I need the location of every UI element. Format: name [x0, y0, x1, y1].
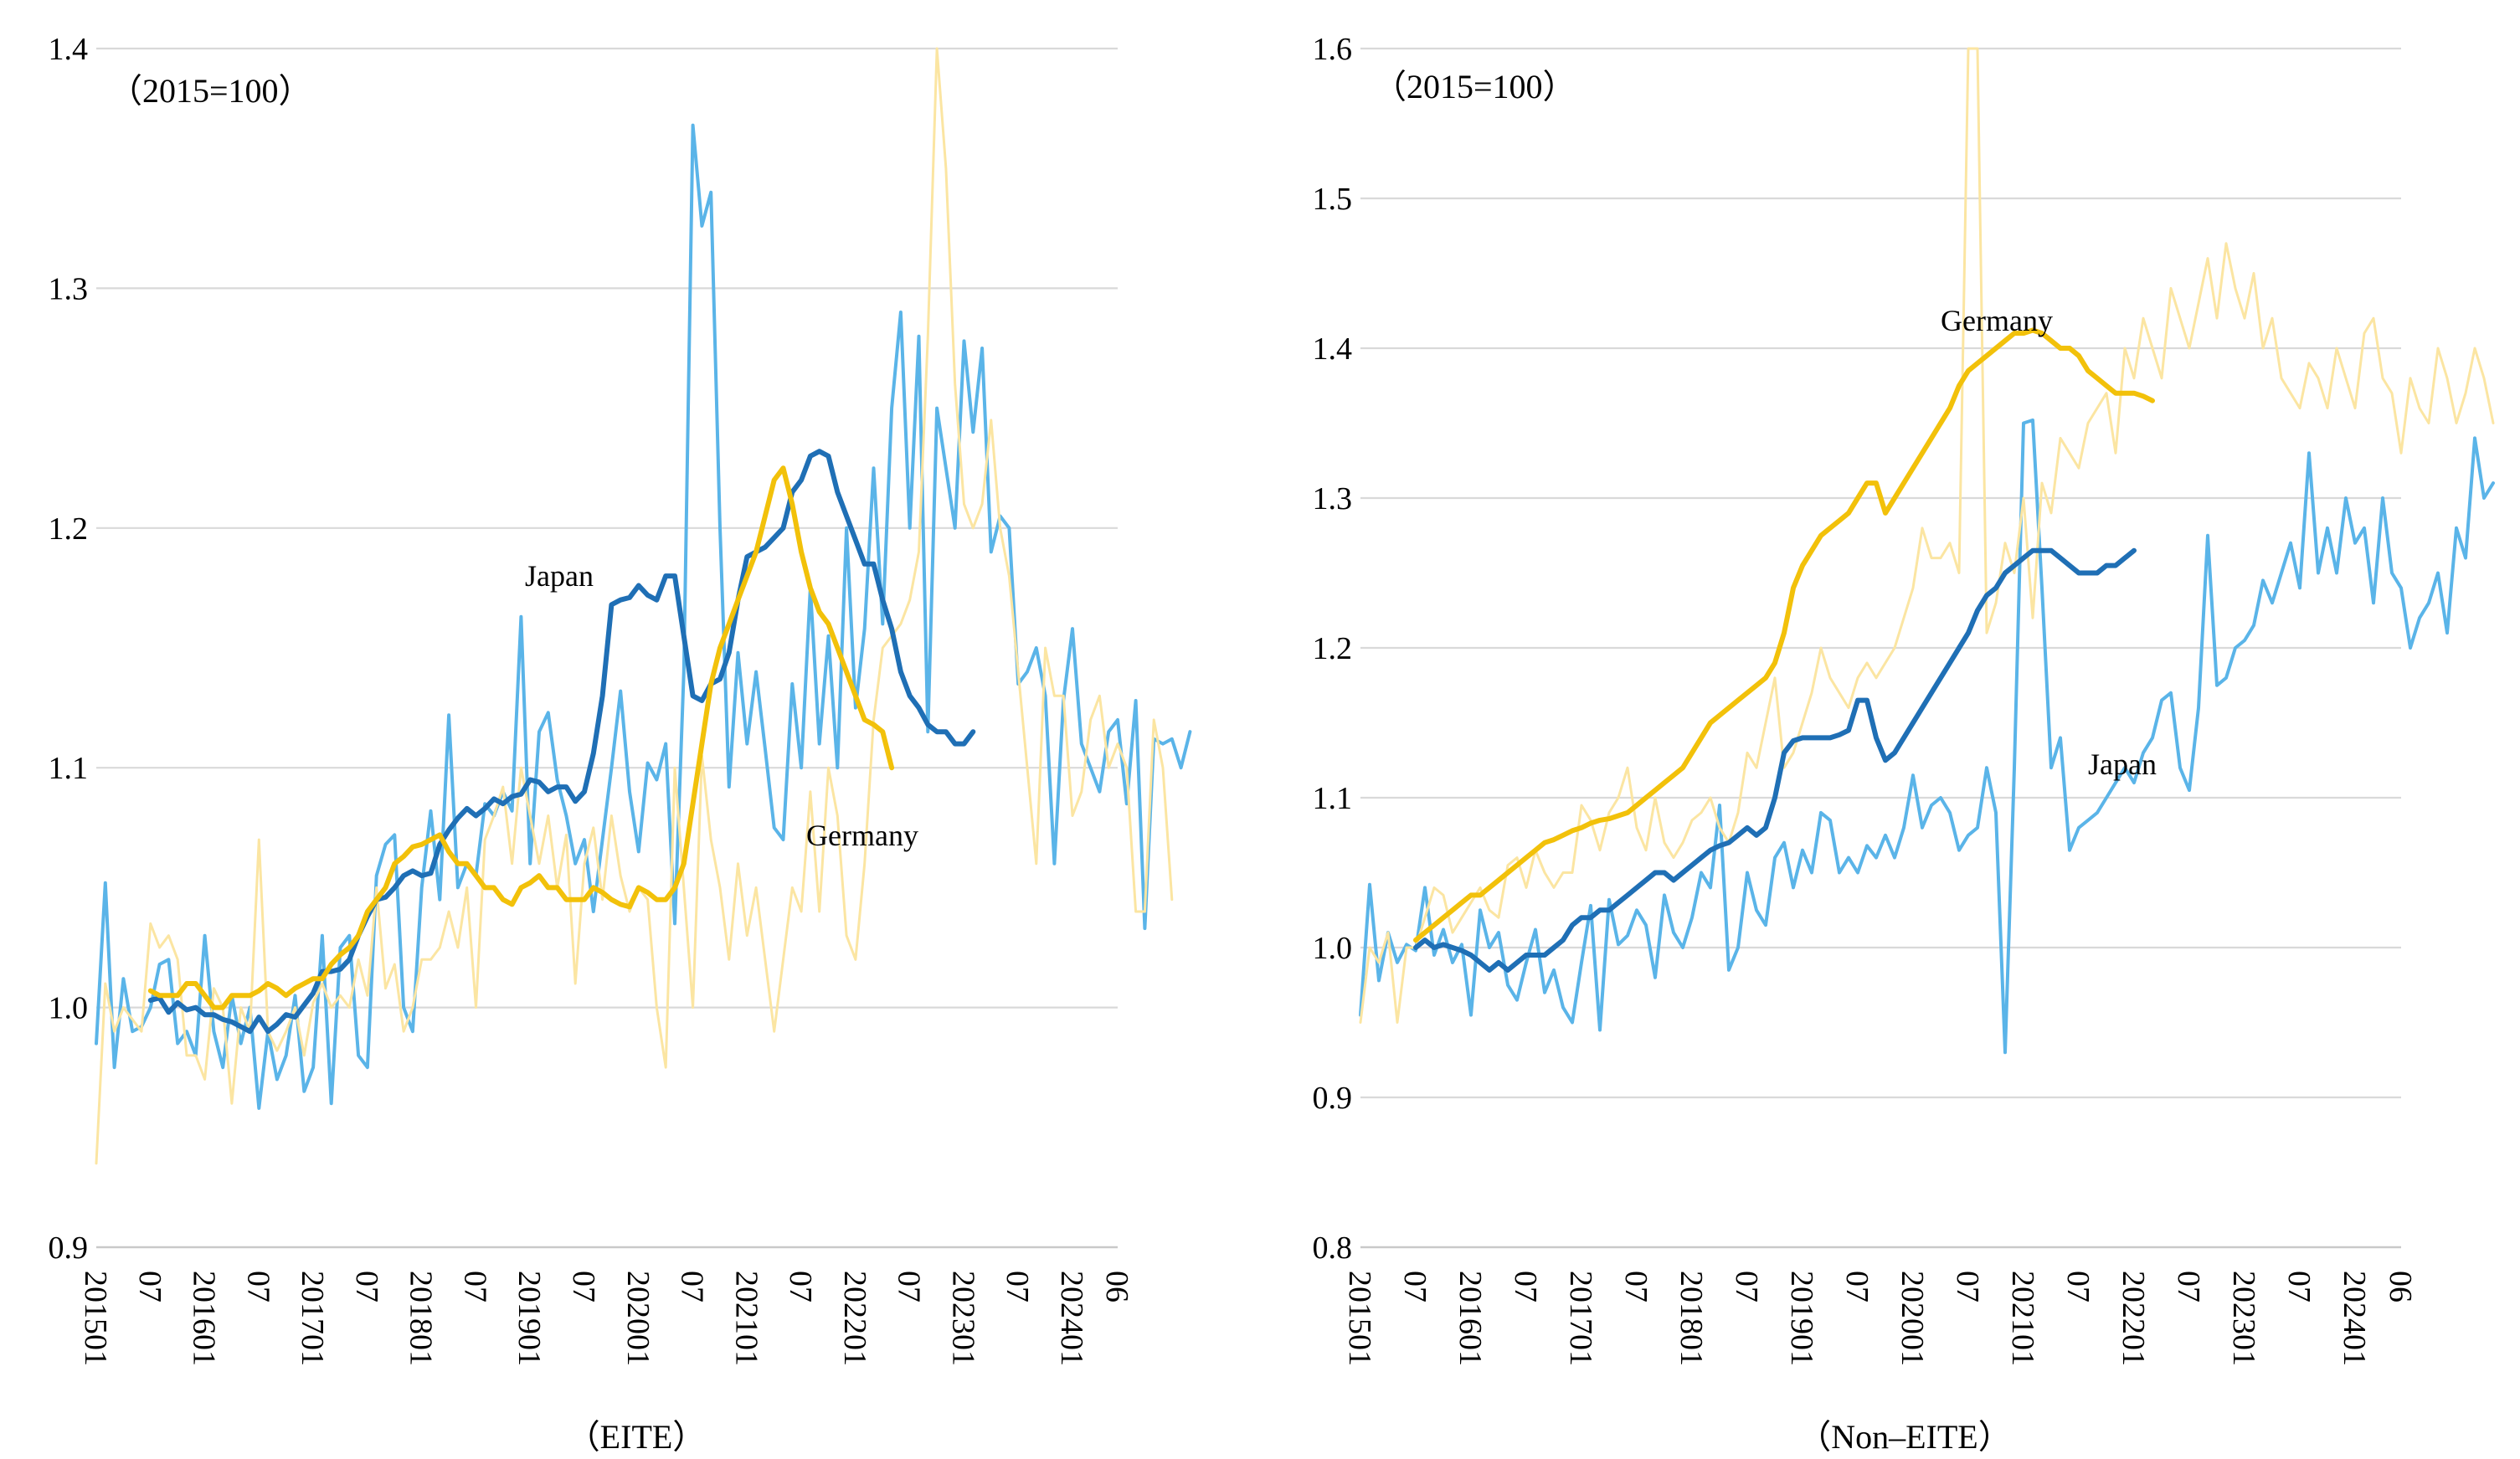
x-tick-label: 07	[1839, 1271, 1875, 1302]
x-tick-label: 202401	[2337, 1271, 2372, 1366]
y-tick-label: 0.9	[1313, 1081, 1353, 1116]
x-tick-label: 201701	[1563, 1271, 1598, 1366]
y-tick-label: 1.1	[1313, 781, 1353, 816]
series-annotation-japan: Japan	[2088, 747, 2157, 781]
x-tick-label: 202001	[1895, 1271, 1930, 1366]
non-eite-panel: （2015=100） （Non–EITE） 0.8 0.9 1.0 1.1 1.2 1.3…	[1313, 32, 2495, 1456]
y-tick-label: 0.8	[1313, 1230, 1353, 1266]
x-tick-label: 07	[892, 1271, 927, 1302]
series-line-germany-monthly	[1359, 47, 2495, 1024]
y-tick-label: 1.2	[1313, 631, 1353, 666]
y-tick-label: 1.4	[1313, 331, 1353, 367]
y-tick-label: 1.1	[49, 751, 89, 786]
eite-panel: （2015=100） （EITE） 0.9 1.0 1.1 1.2 1.3 1.4 2015…	[49, 32, 1192, 1456]
y-tick-label: 1.0	[49, 991, 89, 1026]
x-tick-label: 201601	[187, 1271, 222, 1366]
x-tick-label: 202201	[2116, 1271, 2151, 1366]
x-tick-label: 202301	[2226, 1271, 2261, 1366]
series-line-japan-trend	[1413, 547, 2137, 973]
x-tick-label: 202301	[946, 1271, 981, 1366]
x-tick-label: 07	[1397, 1271, 1432, 1302]
x-tick-label: 07	[1729, 1271, 1764, 1302]
series-annotation-germany: Germany	[806, 819, 918, 852]
y-tick-label: 1.6	[1313, 32, 1353, 67]
y-tick-label: 0.9	[49, 1230, 89, 1266]
y-tick-label: 1.2	[49, 511, 89, 547]
x-tick-label: 07	[675, 1271, 710, 1302]
series-annotation-germany: Germany	[1941, 304, 2053, 337]
y-tick-label: 1.3	[49, 271, 89, 306]
series-line-japan-monthly	[95, 123, 1192, 1110]
index-base-note: （2015=100）	[109, 72, 312, 110]
x-tick-label: 07	[349, 1271, 384, 1302]
y-tick-label: 1.5	[1313, 182, 1353, 217]
x-tick-label: 07	[2281, 1271, 2317, 1302]
x-tick-label: 07	[1508, 1271, 1543, 1302]
x-tick-label: 202101	[2005, 1271, 2040, 1366]
x-tick-label: 07	[1618, 1271, 1653, 1302]
x-tick-label: 06	[2383, 1271, 2418, 1302]
x-tick-label: 201501	[1342, 1271, 1377, 1366]
x-tick-label: 07	[1000, 1271, 1035, 1302]
x-tick-label: 202201	[837, 1271, 872, 1366]
series-annotation-japan: Japan	[525, 559, 594, 593]
x-tick-label: 201601	[1453, 1271, 1488, 1366]
x-tick-label: 07	[566, 1271, 601, 1302]
x-tick-label: 201901	[1784, 1271, 1819, 1366]
x-tick-label: 07	[2060, 1271, 2096, 1302]
series-line-japan-trend	[147, 449, 976, 1035]
index-base-note: （2015=100）	[1373, 68, 1576, 105]
x-tick-label: 07	[132, 1271, 167, 1302]
x-tick-label: 202401	[1054, 1271, 1089, 1366]
series-line-germany-trend	[147, 465, 895, 1010]
x-tick-label: 06	[1099, 1271, 1134, 1302]
panel-caption-non-eite: （Non–EITE）	[1797, 1418, 2012, 1456]
y-tick-label: 1.4	[49, 32, 89, 67]
x-tick-label: 201501	[78, 1271, 113, 1366]
x-tick-label: 201801	[1674, 1271, 1709, 1366]
x-tick-label: 07	[458, 1271, 493, 1302]
panel-caption-eite: （EITE）	[567, 1418, 707, 1456]
x-tick-label: 202101	[728, 1271, 764, 1366]
x-tick-label: 201801	[404, 1271, 439, 1366]
x-tick-label: 07	[240, 1271, 275, 1302]
x-tick-label: 07	[2171, 1271, 2206, 1302]
x-tick-label: 201901	[512, 1271, 547, 1366]
x-tick-label: 201701	[295, 1271, 330, 1366]
x-tick-label: 07	[1950, 1271, 1985, 1302]
series-line-germany-trend	[1413, 327, 2155, 943]
x-tick-label: 202001	[620, 1271, 656, 1366]
y-tick-label: 1.0	[1313, 931, 1353, 966]
x-tick-label: 07	[783, 1271, 818, 1302]
y-tick-label: 1.3	[1313, 481, 1353, 516]
series-line-germany-monthly	[95, 47, 1174, 1165]
series-line-japan-monthly	[1359, 418, 2495, 1055]
